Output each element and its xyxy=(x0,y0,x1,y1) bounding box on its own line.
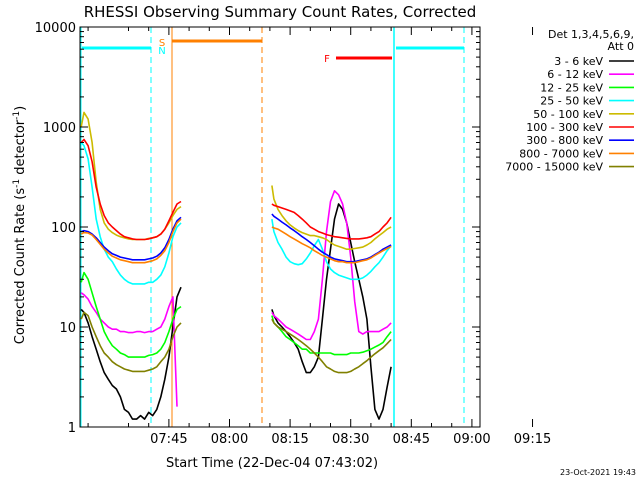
series-line xyxy=(80,292,178,407)
y-axis-label-mid: detector xyxy=(13,119,28,179)
legend-label: 25 - 50 keV xyxy=(540,95,603,108)
legend-header-attenuator: Att 0 xyxy=(608,40,634,53)
series-line xyxy=(271,203,392,420)
legend-label: 50 - 100 keV xyxy=(533,108,603,121)
chart-title: RHESSI Observing Summary Count Rates, Co… xyxy=(84,3,477,21)
footer-timestamp: 23-Oct-2021 19:43 xyxy=(560,468,636,477)
y-tick-label: 10 xyxy=(59,321,76,336)
y-axis-label-sup1: -1 xyxy=(12,179,22,188)
series-line xyxy=(80,218,182,264)
series-line xyxy=(271,190,392,341)
y-tick-label: 10000 xyxy=(35,21,76,36)
legend-label: 12 - 25 keV xyxy=(540,81,603,94)
y-axis-label-end: ) xyxy=(13,106,28,111)
series-line xyxy=(80,311,182,373)
flag-label-s: S xyxy=(159,38,165,49)
series-line xyxy=(271,315,392,356)
x-tick-label: 08:45 xyxy=(393,432,430,447)
axes: 1 10 100 1000 10000 07:45 08:00 08:15 08:30 08:45… xyxy=(35,21,552,447)
x-tick-label: 07:45 xyxy=(150,432,187,447)
flag-label-f: F xyxy=(324,54,330,65)
y-axis-label: Corrected Count Rate (s-1 detector-1) xyxy=(12,106,28,344)
legend-label: 3 - 6 keV xyxy=(554,55,603,68)
legend-label: 800 - 7000 keV xyxy=(519,147,603,160)
y-tick-label: 100 xyxy=(51,221,76,236)
y-tick-label: 1000 xyxy=(43,121,76,136)
series-line xyxy=(271,185,392,250)
legend-label: 7000 - 15000 keV xyxy=(505,161,603,174)
series-line xyxy=(271,203,392,240)
x-tick-label: 08:15 xyxy=(271,432,308,447)
legend-label: 6 - 12 keV xyxy=(547,68,603,81)
legend-header-detectors: Det 1,3,4,5,6,9, xyxy=(548,28,634,41)
x-tick-label: 09:00 xyxy=(453,432,490,447)
x-tick-label: 08:00 xyxy=(211,432,248,447)
x-axis-label: Start Time (22-Dec-04 07:43:02) xyxy=(166,456,378,471)
x-tick-label: 09:15 xyxy=(514,432,551,447)
series-line xyxy=(80,216,182,261)
flag-bars xyxy=(80,27,465,427)
series-line xyxy=(80,138,182,241)
series-line xyxy=(271,318,392,374)
series-layer xyxy=(80,111,392,420)
flag-label-n: N xyxy=(158,46,165,57)
series-line xyxy=(80,271,182,358)
y-axis-label-sup2: -1 xyxy=(12,111,22,120)
legend-label: 300 - 800 keV xyxy=(526,134,603,147)
y-tick-label: 1 xyxy=(68,421,76,436)
x-tick-label: 08:30 xyxy=(332,432,369,447)
legend-label: 100 - 300 keV xyxy=(526,121,603,134)
series-line xyxy=(80,286,182,420)
series-line xyxy=(80,141,182,285)
annotations: SN F xyxy=(158,38,330,65)
series-line xyxy=(271,218,392,281)
series-line xyxy=(271,226,392,264)
y-axis-label-main: Corrected Count Rate (s xyxy=(13,188,28,345)
